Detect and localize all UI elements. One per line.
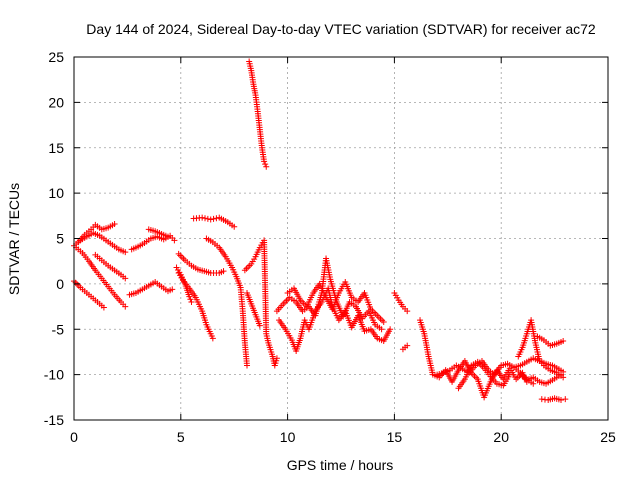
- series-track-20: [391, 289, 411, 315]
- y-tick-label: -10: [44, 367, 64, 383]
- data-point: [213, 215, 220, 222]
- x-tick-label: 0: [70, 429, 78, 445]
- data-point: [209, 335, 216, 342]
- data-point: [558, 371, 565, 378]
- data-point: [558, 397, 565, 404]
- series-track-8: [126, 279, 176, 298]
- data-point: [122, 275, 129, 282]
- series-track-14: [244, 289, 263, 329]
- data-point: [100, 304, 107, 311]
- data-points: [71, 58, 569, 404]
- x-tick-label: 5: [177, 429, 185, 445]
- series-track-28: [517, 371, 565, 387]
- series-track-4: [71, 278, 107, 311]
- series-track-22: [417, 317, 530, 401]
- data-point: [273, 355, 280, 362]
- series-track-19: [284, 279, 387, 325]
- series-track-29: [538, 395, 569, 404]
- data-point: [244, 362, 251, 369]
- data-point: [171, 237, 178, 244]
- y-tick-label: 0: [56, 276, 64, 292]
- y-axis-label: SDTVAR / TECUs: [6, 183, 22, 295]
- series-track-12: [190, 214, 238, 230]
- data-point: [560, 338, 567, 345]
- data-point: [562, 396, 569, 403]
- x-axis-ticks: 0 5 10 15 20 25: [70, 57, 616, 445]
- series-track-26: [511, 355, 567, 375]
- y-axis-ticks: -15 -10 -5 0 5 10 15 20 25: [44, 49, 608, 428]
- data-point: [187, 296, 194, 303]
- y-tick-label: 25: [48, 49, 64, 65]
- y-tick-label: -5: [52, 321, 65, 337]
- data-point: [387, 326, 394, 333]
- data-point: [202, 215, 209, 222]
- series-track-11: [173, 264, 195, 306]
- data-point: [380, 318, 387, 325]
- series-track-18: [273, 255, 385, 333]
- series-track-7: [145, 226, 171, 240]
- data-point: [262, 161, 269, 168]
- series-track-21: [399, 342, 411, 353]
- data-point: [111, 220, 118, 227]
- series-track-5: [92, 251, 129, 282]
- x-tick-label: 10: [280, 429, 296, 445]
- data-point: [207, 216, 214, 223]
- data-point: [204, 215, 211, 222]
- series-track-16: [246, 58, 270, 170]
- data-point: [122, 249, 129, 256]
- data-point: [164, 233, 171, 240]
- series-track-24: [455, 358, 513, 392]
- y-tick-label: -15: [44, 412, 64, 428]
- data-point: [404, 308, 411, 315]
- data-point: [404, 342, 411, 349]
- data-point: [169, 286, 176, 293]
- y-tick-label: 10: [48, 185, 64, 201]
- x-tick-label: 25: [600, 429, 616, 445]
- series-track-13: [203, 235, 251, 369]
- data-point: [231, 223, 238, 230]
- series-track-2: [75, 220, 118, 246]
- data-point: [530, 380, 537, 387]
- data-point: [186, 293, 193, 300]
- y-tick-label: 15: [48, 140, 64, 156]
- data-point: [210, 215, 217, 222]
- data-point: [506, 371, 513, 378]
- grid-lines: [74, 57, 608, 420]
- series-track-27: [534, 333, 567, 349]
- x-tick-label: 20: [493, 429, 509, 445]
- series-track-15: [241, 237, 280, 369]
- series-track-6: [128, 232, 178, 253]
- series-track-10: [175, 269, 216, 342]
- data-point: [220, 268, 227, 275]
- data-point: [261, 158, 268, 165]
- series-track-9: [175, 250, 227, 276]
- data-point: [199, 214, 206, 221]
- chart-title: Day 144 of 2024, Sidereal Day-to-day VTE…: [86, 21, 596, 37]
- data-point: [188, 299, 195, 306]
- x-axis-label: GPS time / hours: [287, 457, 394, 473]
- y-tick-label: 5: [56, 231, 64, 247]
- y-tick-label: 20: [48, 94, 64, 110]
- series-track-3: [73, 244, 129, 310]
- data-point: [122, 303, 129, 310]
- data-point: [378, 326, 385, 333]
- data-point: [256, 322, 263, 329]
- data-point: [263, 163, 270, 170]
- x-tick-label: 15: [387, 429, 403, 445]
